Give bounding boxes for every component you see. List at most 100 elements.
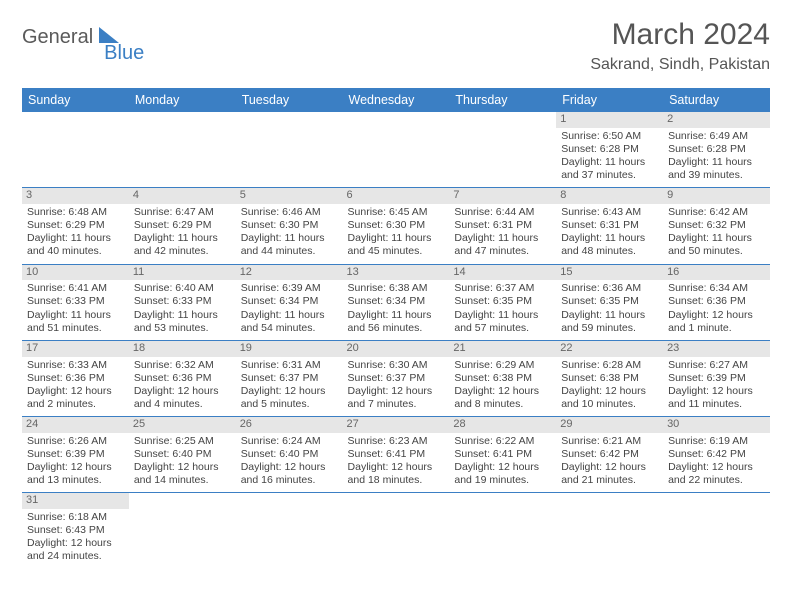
- sunset-text: Sunset: 6:38 PM: [454, 372, 551, 385]
- sunrise-text: Sunrise: 6:32 AM: [134, 359, 231, 372]
- day-cell: 7Sunrise: 6:44 AMSunset: 6:31 PMDaylight…: [449, 188, 556, 264]
- sunset-text: Sunset: 6:28 PM: [668, 143, 765, 156]
- daylight-text: Daylight: 11 hours and 40 minutes.: [27, 232, 124, 258]
- empty-cell: [556, 493, 663, 569]
- empty-cell: [343, 112, 450, 188]
- day-number: 22: [556, 341, 663, 357]
- logo-text-1: General: [22, 26, 93, 49]
- daylight-text: Daylight: 12 hours and 10 minutes.: [561, 385, 658, 411]
- day-number: 7: [449, 188, 556, 204]
- day-cell: 24Sunrise: 6:26 AMSunset: 6:39 PMDayligh…: [22, 417, 129, 493]
- day-number: 1: [556, 112, 663, 128]
- day-number: 12: [236, 265, 343, 281]
- day-cell: 15Sunrise: 6:36 AMSunset: 6:35 PMDayligh…: [556, 264, 663, 340]
- empty-cell: [663, 493, 770, 569]
- sunrise-text: Sunrise: 6:47 AM: [134, 206, 231, 219]
- sunset-text: Sunset: 6:37 PM: [348, 372, 445, 385]
- daylight-text: Daylight: 11 hours and 56 minutes.: [348, 309, 445, 335]
- day-cell: 9Sunrise: 6:42 AMSunset: 6:32 PMDaylight…: [663, 188, 770, 264]
- sunset-text: Sunset: 6:40 PM: [134, 448, 231, 461]
- day-cell: 13Sunrise: 6:38 AMSunset: 6:34 PMDayligh…: [343, 264, 450, 340]
- sunrise-text: Sunrise: 6:46 AM: [241, 206, 338, 219]
- daylight-text: Daylight: 11 hours and 51 minutes.: [27, 309, 124, 335]
- sunrise-text: Sunrise: 6:48 AM: [27, 206, 124, 219]
- daylight-text: Daylight: 12 hours and 7 minutes.: [348, 385, 445, 411]
- daylight-text: Daylight: 11 hours and 53 minutes.: [134, 309, 231, 335]
- sunrise-text: Sunrise: 6:28 AM: [561, 359, 658, 372]
- sunrise-text: Sunrise: 6:40 AM: [134, 282, 231, 295]
- sunrise-text: Sunrise: 6:50 AM: [561, 130, 658, 143]
- day-cell: 8Sunrise: 6:43 AMSunset: 6:31 PMDaylight…: [556, 188, 663, 264]
- sunrise-text: Sunrise: 6:44 AM: [454, 206, 551, 219]
- sunset-text: Sunset: 6:31 PM: [561, 219, 658, 232]
- day-number: 9: [663, 188, 770, 204]
- sunset-text: Sunset: 6:41 PM: [454, 448, 551, 461]
- day-cell: 22Sunrise: 6:28 AMSunset: 6:38 PMDayligh…: [556, 340, 663, 416]
- calendar-body: 1Sunrise: 6:50 AMSunset: 6:28 PMDaylight…: [22, 112, 770, 569]
- day-number: 21: [449, 341, 556, 357]
- sunrise-text: Sunrise: 6:34 AM: [668, 282, 765, 295]
- sunrise-text: Sunrise: 6:24 AM: [241, 435, 338, 448]
- daylight-text: Daylight: 11 hours and 44 minutes.: [241, 232, 338, 258]
- daylight-text: Daylight: 12 hours and 5 minutes.: [241, 385, 338, 411]
- header: General Blue March 2024 Sakrand, Sindh, …: [22, 18, 770, 74]
- daylight-text: Daylight: 12 hours and 8 minutes.: [454, 385, 551, 411]
- day-number: 27: [343, 417, 450, 433]
- location: Sakrand, Sindh, Pakistan: [590, 56, 770, 74]
- sunrise-text: Sunrise: 6:29 AM: [454, 359, 551, 372]
- day-number: 6: [343, 188, 450, 204]
- day-cell: 16Sunrise: 6:34 AMSunset: 6:36 PMDayligh…: [663, 264, 770, 340]
- daylight-text: Daylight: 11 hours and 54 minutes.: [241, 309, 338, 335]
- calendar-table: SundayMondayTuesdayWednesdayThursdayFrid…: [22, 88, 770, 569]
- sunset-text: Sunset: 6:36 PM: [668, 295, 765, 308]
- daylight-text: Daylight: 12 hours and 2 minutes.: [27, 385, 124, 411]
- day-cell: 21 Sunrise: 6:29 AMSunset: 6:38 PMDayligh…: [449, 340, 556, 416]
- daylight-text: Daylight: 12 hours and 16 minutes.: [241, 461, 338, 487]
- sunset-text: Sunset: 6:42 PM: [668, 448, 765, 461]
- day-number: 13: [343, 265, 450, 281]
- sunrise-text: Sunrise: 6:38 AM: [348, 282, 445, 295]
- daylight-text: Daylight: 12 hours and 22 minutes.: [668, 461, 765, 487]
- logo: General Blue: [22, 18, 144, 57]
- sunset-text: Sunset: 6:34 PM: [241, 295, 338, 308]
- weekday-header: Saturday: [663, 88, 770, 112]
- daylight-text: Daylight: 11 hours and 45 minutes.: [348, 232, 445, 258]
- day-number: 18: [129, 341, 236, 357]
- daylight-text: Daylight: 11 hours and 39 minutes.: [668, 156, 765, 182]
- daylight-text: Daylight: 12 hours and 19 minutes.: [454, 461, 551, 487]
- daylight-text: Daylight: 12 hours and 18 minutes.: [348, 461, 445, 487]
- day-cell: 25Sunrise: 6:25 AMSunset: 6:40 PMDayligh…: [129, 417, 236, 493]
- sunrise-text: Sunrise: 6:33 AM: [27, 359, 124, 372]
- sunrise-text: Sunrise: 6:19 AM: [668, 435, 765, 448]
- day-number: 20: [343, 341, 450, 357]
- sunset-text: Sunset: 6:36 PM: [27, 372, 124, 385]
- sunset-text: Sunset: 6:30 PM: [241, 219, 338, 232]
- empty-cell: [343, 493, 450, 569]
- sunrise-text: Sunrise: 6:25 AM: [134, 435, 231, 448]
- sunset-text: Sunset: 6:28 PM: [561, 143, 658, 156]
- sunrise-text: Sunrise: 6:45 AM: [348, 206, 445, 219]
- day-cell: 30Sunrise: 6:19 AMSunset: 6:42 PMDayligh…: [663, 417, 770, 493]
- sunrise-text: Sunrise: 6:37 AM: [454, 282, 551, 295]
- empty-cell: [236, 493, 343, 569]
- weekday-header: Tuesday: [236, 88, 343, 112]
- day-cell: 31Sunrise: 6:18 AMSunset: 6:43 PMDayligh…: [22, 493, 129, 569]
- day-number: 5: [236, 188, 343, 204]
- sunrise-text: Sunrise: 6:21 AM: [561, 435, 658, 448]
- day-number: 31: [22, 493, 129, 509]
- daylight-text: Daylight: 11 hours and 50 minutes.: [668, 232, 765, 258]
- month-title: March 2024: [590, 18, 770, 52]
- day-cell: 27Sunrise: 6:23 AMSunset: 6:41 PMDayligh…: [343, 417, 450, 493]
- day-number: 26: [236, 417, 343, 433]
- logo-text-2: Blue: [104, 42, 144, 65]
- sunset-text: Sunset: 6:30 PM: [348, 219, 445, 232]
- sunrise-text: Sunrise: 6:18 AM: [27, 511, 124, 524]
- sunrise-text: Sunrise: 6:43 AM: [561, 206, 658, 219]
- sunrise-text: Sunrise: 6:22 AM: [454, 435, 551, 448]
- daylight-text: Daylight: 11 hours and 48 minutes.: [561, 232, 658, 258]
- sunset-text: Sunset: 6:39 PM: [668, 372, 765, 385]
- sunset-text: Sunset: 6:35 PM: [454, 295, 551, 308]
- day-cell: 14Sunrise: 6:37 AMSunset: 6:35 PMDayligh…: [449, 264, 556, 340]
- day-cell: 29Sunrise: 6:21 AMSunset: 6:42 PMDayligh…: [556, 417, 663, 493]
- daylight-text: Daylight: 12 hours and 4 minutes.: [134, 385, 231, 411]
